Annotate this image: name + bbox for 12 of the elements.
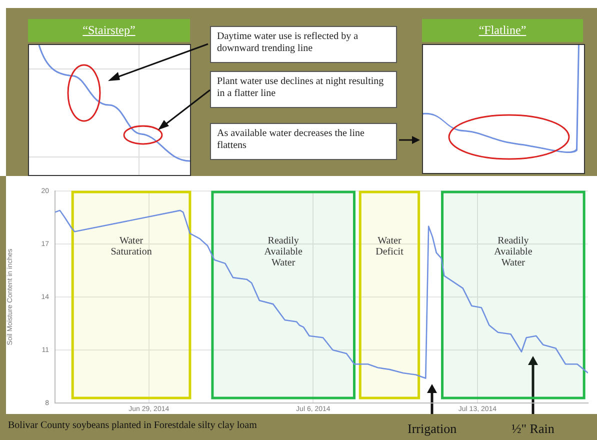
text: “Stairstep”: [28, 19, 190, 42]
text: ½" Rain: [512, 421, 554, 437]
text: Plant water use declines at night resulting in a flatter line: [210, 71, 397, 108]
band-label: Water Deficit: [376, 236, 404, 258]
band-label: Water Saturation: [110, 236, 152, 258]
text: Irrigation: [408, 421, 457, 437]
band-label: Readily Available Water: [264, 236, 303, 269]
text: As available water decreases the line flattens: [210, 123, 397, 160]
text: Daytime water use is reflected by a downward trending line: [210, 26, 397, 63]
text: Bolivar County soybeans planted in Forestdale silty clay loam: [8, 420, 257, 431]
text: “Flatline”: [422, 19, 583, 42]
band-label: Readily Available Water: [494, 236, 533, 269]
